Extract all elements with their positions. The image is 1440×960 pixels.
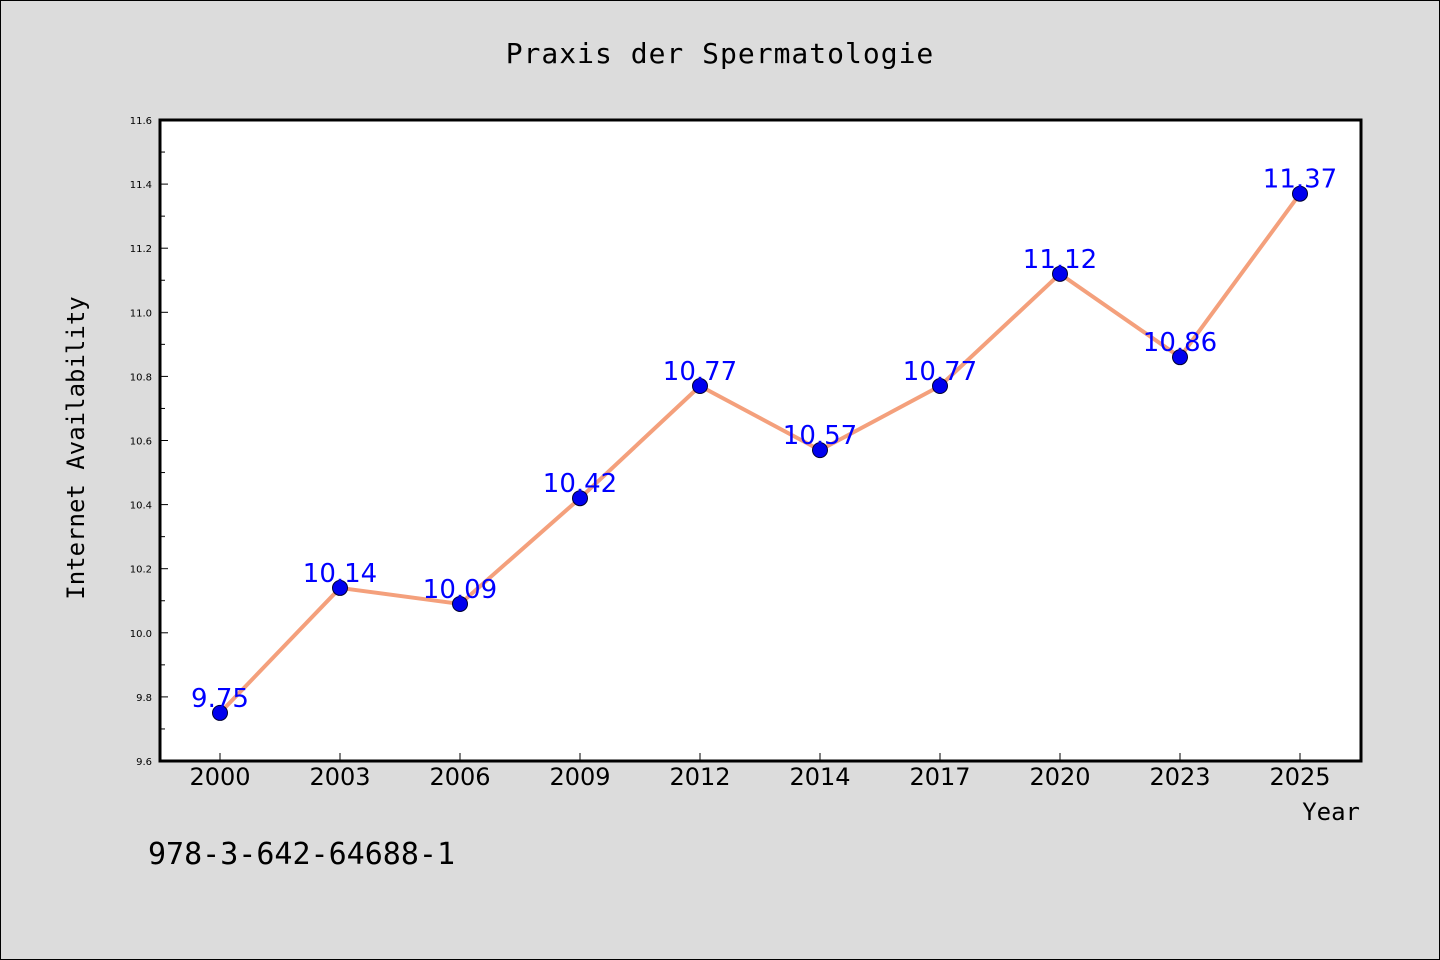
x-tick-label: 2006: [429, 763, 490, 791]
data-labels: 9.75 10.14 10.09 10.42 10.77 10.57 10.77 11.12 1…: [191, 165, 1337, 714]
series-line: [218, 192, 1302, 715]
data-label: 10.86: [1143, 328, 1217, 358]
y-tick-label: 10.6: [130, 437, 152, 448]
y-tick-label: 11.2: [130, 244, 152, 255]
x-tick-label: 2014: [789, 763, 850, 791]
y-tick-label: 10.8: [130, 372, 152, 383]
y-tick-label: 10.0: [130, 629, 152, 640]
x-tick-label: 2000: [189, 763, 250, 791]
y-axis-title: Internet Availability: [62, 296, 90, 599]
x-axis-title: Year: [1302, 798, 1360, 826]
y-tick-label: 11.4: [130, 180, 152, 191]
chart-title: Praxis der Spermatologie: [506, 37, 935, 70]
x-tick-label: 2023: [1149, 763, 1210, 791]
data-point: [572, 490, 588, 507]
x-tick-label: 2020: [1029, 763, 1090, 791]
data-point: [332, 579, 348, 596]
y-tick-label: 10.2: [130, 565, 152, 576]
data-point: [452, 595, 468, 612]
data-label: 10.09: [423, 575, 497, 605]
data-label: 10.77: [903, 357, 977, 387]
data-point: [1172, 349, 1188, 366]
data-label: 10.77: [663, 357, 737, 387]
y-tick-label: 10.4: [130, 501, 152, 512]
x-axis: 2000 2003 2006 2009 2012 2014 2017 2020 2023 2025: [189, 753, 1331, 791]
x-tick-label: 2017: [909, 763, 970, 791]
y-tick-label: 11.6: [130, 116, 152, 127]
series-group: [212, 185, 1308, 721]
data-label: 11.37: [1263, 165, 1337, 195]
y-tick-label: 9.8: [136, 693, 152, 704]
data-point: [692, 378, 708, 395]
data-point: [932, 378, 948, 395]
data-point: [1292, 185, 1308, 202]
x-tick-label: 2009: [549, 763, 610, 791]
data-label: 9.75: [191, 684, 249, 714]
data-label: 10.57: [783, 421, 857, 451]
x-tick-label: 2003: [309, 763, 370, 791]
y-axis: 9.6 9.8 10.0 10.2 10.4 10.6 10.8 11.0 11.2 11.4 11…: [130, 116, 168, 768]
data-label: 10.42: [543, 469, 617, 499]
data-label: 11.12: [1023, 245, 1097, 275]
plot-area: [158, 118, 1363, 763]
footer-isbn: 978-3-642-64688-1: [148, 837, 455, 872]
data-point: [1052, 265, 1068, 282]
x-tick-label: 2025: [1269, 763, 1330, 791]
data-label: 10.14: [303, 559, 377, 589]
x-tick-label: 2012: [669, 763, 730, 791]
data-point: [812, 442, 828, 459]
y-tick-label: 11.0: [130, 308, 152, 319]
y-tick-label: 9.6: [136, 757, 152, 768]
data-point: [212, 704, 228, 721]
